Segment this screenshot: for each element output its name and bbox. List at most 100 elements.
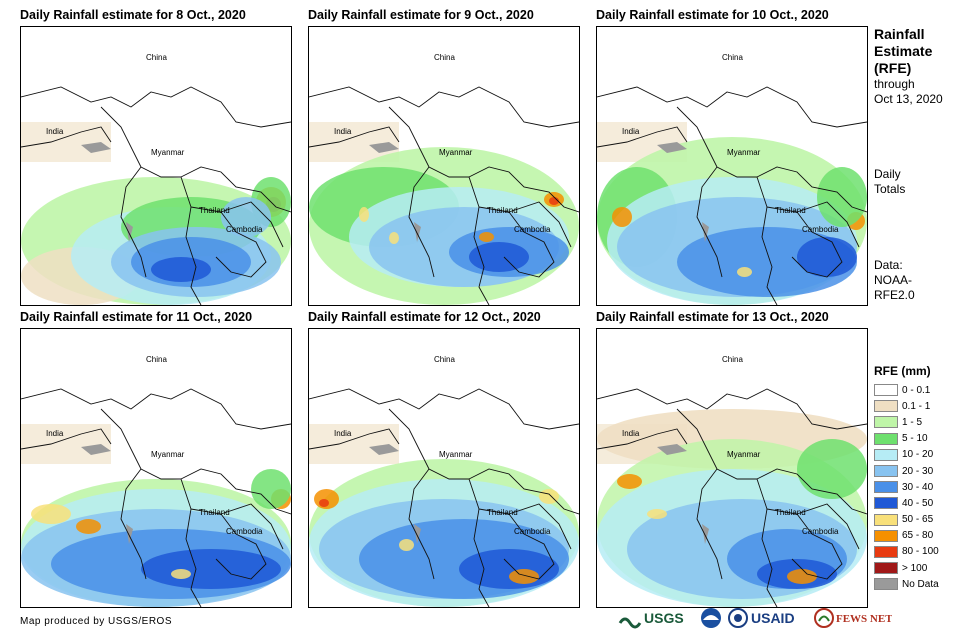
legend-label: 50 - 65 <box>902 514 934 526</box>
country-border <box>180 468 291 515</box>
rainfall-map-svg: China India Myanmar Thailand Cambodia <box>597 355 867 607</box>
map-label-india: India <box>46 429 64 438</box>
country-border <box>468 166 579 213</box>
data-source-2: RFE2.0 <box>874 288 915 302</box>
rainfall-map: China India Myanmar Thailand Cambodia <box>308 328 580 608</box>
map-label-india: India <box>334 429 352 438</box>
rain-area <box>787 569 817 584</box>
legend-label: 30 - 40 <box>902 481 934 493</box>
daily-totals-note: Daily Totals <box>874 167 905 197</box>
panel-title: Daily Rainfall estimate for 10 Oct., 202… <box>596 8 829 22</box>
legend-swatch <box>874 497 898 510</box>
svg-text:USGS: USGS <box>644 610 684 626</box>
country-border <box>508 201 572 248</box>
map-label-thailand: Thailand <box>199 206 230 215</box>
rain-area <box>797 237 857 277</box>
map-label-thailand: Thailand <box>199 508 230 517</box>
rain-area <box>251 469 291 509</box>
map-label-myanmar: Myanmar <box>727 450 761 459</box>
rain-area <box>737 267 752 277</box>
country-border <box>597 126 688 148</box>
country-border <box>468 468 579 515</box>
data-label: Data: <box>874 258 903 272</box>
rainfall-map: China India Myanmar Thailand Cambodia <box>308 26 580 306</box>
country-border <box>508 503 572 550</box>
legend-item: 10 - 20 <box>874 447 939 463</box>
rain-area <box>797 439 867 499</box>
map-label-myanmar: Myanmar <box>439 450 473 459</box>
legend-item: 50 - 65 <box>874 512 939 528</box>
map-label-china: China <box>722 53 743 62</box>
country-border <box>21 126 112 148</box>
country-border <box>309 86 579 128</box>
map-credit: Map produced by USGS/EROS <box>20 616 173 627</box>
rainfall-map-svg: China India Myanmar Thailand Cambodia <box>21 355 291 607</box>
country-border <box>220 503 284 550</box>
map-label-cambodia: Cambodia <box>514 527 551 536</box>
map-label-cambodia: Cambodia <box>226 225 263 234</box>
panel-title: Daily Rainfall estimate for 8 Oct., 2020 <box>20 8 246 22</box>
country-border <box>309 388 579 430</box>
no-data-area <box>81 142 133 242</box>
legend-item: 1 - 5 <box>874 414 939 430</box>
country-border <box>796 201 860 248</box>
map-label-thailand: Thailand <box>775 206 806 215</box>
rain-area <box>141 549 281 589</box>
legend-item: 0 - 0.1 <box>874 382 939 398</box>
country-border <box>180 166 291 213</box>
map-label-thailand: Thailand <box>487 206 518 215</box>
legend-swatch <box>874 578 898 591</box>
country-border <box>21 86 291 128</box>
country-border <box>597 428 688 450</box>
rainfall-map-svg: China India Myanmar Thailand Cambodia <box>309 53 579 305</box>
map-label-china: China <box>434 53 455 62</box>
legend-label: 40 - 50 <box>902 497 934 509</box>
country-border <box>796 503 860 550</box>
map-label-china: China <box>722 355 743 364</box>
legend-swatch <box>874 481 898 494</box>
legend-swatch <box>874 465 898 478</box>
legend-item: 20 - 30 <box>874 463 939 479</box>
legend: 0 - 0.1 0.1 - 1 1 - 5 5 - 10 10 - 20 20 - 30 3… <box>874 382 939 592</box>
country-border <box>220 201 284 248</box>
rain-area <box>389 232 399 244</box>
data-source-note: Data: NOAA- RFE2.0 <box>874 258 915 303</box>
country-border <box>696 468 723 580</box>
legend-swatch <box>874 562 898 575</box>
country-border <box>190 508 267 580</box>
panel-title: Daily Rainfall estimate for 11 Oct., 202… <box>20 310 253 324</box>
rain-area <box>647 509 667 519</box>
map-label-india: India <box>334 127 352 136</box>
rain-area <box>509 569 539 584</box>
legend-label: 0.1 - 1 <box>902 400 931 412</box>
legend-item: 5 - 10 <box>874 431 939 447</box>
legend-swatch <box>874 545 898 558</box>
legend-swatch <box>874 384 898 397</box>
legend-label: 0 - 0.1 <box>902 384 931 396</box>
daily-text: Daily <box>874 167 901 181</box>
legend-label: 5 - 10 <box>902 433 928 445</box>
rain-area <box>221 197 271 237</box>
legend-label: 65 - 80 <box>902 530 934 542</box>
legend-swatch <box>874 529 898 542</box>
legend-swatch <box>874 448 898 461</box>
legend-title: RFE (mm) <box>874 364 931 378</box>
country-border <box>190 206 267 278</box>
rain-area <box>359 207 369 222</box>
legend-swatch <box>874 513 898 526</box>
map-label-china: China <box>146 53 167 62</box>
map-label-myanmar: Myanmar <box>439 148 473 157</box>
map-label-myanmar: Myanmar <box>151 148 185 157</box>
country-border <box>756 166 867 213</box>
rainfall-map: China India Myanmar Thailand Cambodia <box>20 328 292 608</box>
country-border <box>696 166 723 278</box>
rainfall-map-svg: China India Myanmar Thailand Cambodia <box>309 355 579 607</box>
country-border <box>766 508 843 580</box>
title-line-2: Estimate <box>874 43 933 59</box>
rainfall-map: China India Myanmar Thailand Cambodia <box>596 26 868 306</box>
map-label-cambodia: Cambodia <box>226 527 263 536</box>
legend-swatch <box>874 416 898 429</box>
rain-area <box>31 504 71 524</box>
country-border <box>21 388 291 430</box>
legend-item: 40 - 50 <box>874 495 939 511</box>
